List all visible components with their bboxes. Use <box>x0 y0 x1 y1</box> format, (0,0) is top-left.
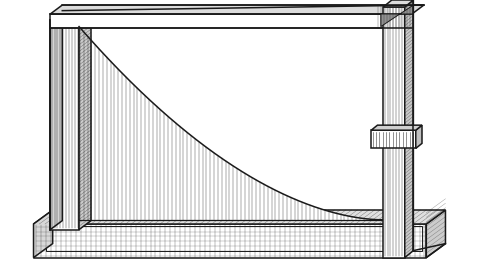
Polygon shape <box>381 5 413 27</box>
Polygon shape <box>383 7 405 258</box>
Polygon shape <box>50 5 424 14</box>
Polygon shape <box>50 14 412 28</box>
Polygon shape <box>50 11 62 230</box>
Polygon shape <box>34 210 445 224</box>
Polygon shape <box>426 244 445 258</box>
Polygon shape <box>371 130 416 148</box>
Polygon shape <box>50 11 91 20</box>
Polygon shape <box>46 226 422 251</box>
Polygon shape <box>416 125 422 148</box>
Polygon shape <box>79 11 91 230</box>
Polygon shape <box>426 210 445 258</box>
Polygon shape <box>50 20 79 230</box>
Polygon shape <box>405 0 413 258</box>
Polygon shape <box>34 210 53 258</box>
Polygon shape <box>371 125 422 130</box>
Polygon shape <box>383 0 413 7</box>
Polygon shape <box>34 224 426 258</box>
Polygon shape <box>79 27 382 220</box>
